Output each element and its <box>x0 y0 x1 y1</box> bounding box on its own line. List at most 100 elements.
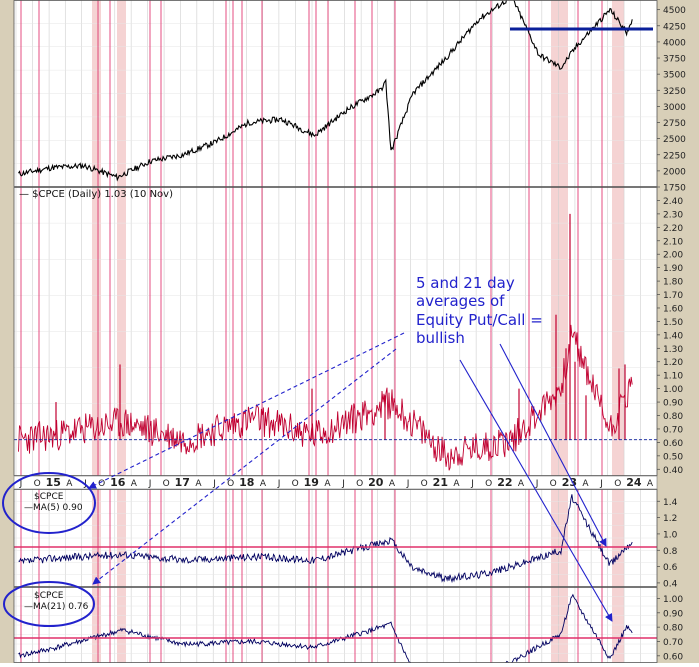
annotation-arrow <box>88 332 405 489</box>
x-tick-label: 24 <box>626 476 642 489</box>
y-tick-label: 0.90 <box>663 399 683 409</box>
x-tick-label: J <box>470 479 474 489</box>
x-tick-label: A <box>195 479 202 489</box>
y-tick-label: 1.0 <box>663 530 678 540</box>
y-tick-label: 2.30 <box>663 210 683 220</box>
ma5-label-value: —MA(5) 0.90 <box>24 503 83 513</box>
x-tick-label: A <box>453 479 460 489</box>
y-tick-label: 3750 <box>663 55 686 65</box>
x-tick-label: O <box>34 479 41 489</box>
cpce-title: — $CPCE (Daily) 1.03 (10 Nov) <box>19 189 173 200</box>
y-tick-label: 2.40 <box>663 197 683 207</box>
x-tick-label: J <box>599 479 603 489</box>
series-line-price <box>18 0 633 182</box>
ma5-highlight-ellipse <box>2 472 96 534</box>
annotation-text: 5 and 21 day <box>416 274 515 292</box>
y-tick-label: 2.00 <box>663 251 683 261</box>
x-tick-label: O <box>614 479 621 489</box>
y-tick-label: 2250 <box>663 151 686 161</box>
x-tick-label: J <box>277 479 281 489</box>
y-tick-label: 0.80 <box>663 624 683 634</box>
x-tick-label: A <box>66 479 73 489</box>
x-tick-label: A <box>324 479 331 489</box>
y-tick-label: 1.60 <box>663 304 683 314</box>
annotation-text: averages of <box>416 292 505 310</box>
x-tick-label: 16 <box>110 476 126 489</box>
y-tick-label: 2.20 <box>663 224 683 234</box>
y-tick-label: 0.50 <box>663 452 683 462</box>
x-tick-label: O <box>227 479 234 489</box>
y-tick-label: 2000 <box>663 167 686 177</box>
x-tick-label: O <box>421 479 428 489</box>
x-tick-label: 22 <box>497 476 512 489</box>
y-tick-label: 0.60 <box>663 439 683 449</box>
y-tick-label: 1.80 <box>663 278 683 288</box>
x-tick-label: 21 <box>433 476 448 489</box>
x-tick-label: O <box>356 479 363 489</box>
y-tick-label: 0.6 <box>663 563 678 573</box>
x-tick-label: J <box>406 479 410 489</box>
y-tick-label: 1.2 <box>663 514 677 524</box>
y-tick-label: 0.40 <box>663 466 683 476</box>
y-tick-label: 1.90 <box>663 264 683 274</box>
y-tick-label: 1.10 <box>663 372 683 382</box>
x-tick-label: 20 <box>368 476 384 489</box>
y-tick-label: 3500 <box>663 71 686 81</box>
x-tick-label: J <box>148 479 152 489</box>
y-tick-label: 2750 <box>663 119 686 129</box>
x-tick-label: 15 <box>46 476 61 489</box>
annotation-text: bullish <box>416 329 465 347</box>
x-tick-label: A <box>260 479 267 489</box>
y-tick-label: 1750 <box>663 184 686 194</box>
y-tick-label: 0.70 <box>663 425 683 435</box>
y-tick-label: 1.4 <box>663 498 678 508</box>
y-tick-label: 0.90 <box>663 609 683 619</box>
y-tick-label: 4500 <box>663 6 686 16</box>
x-tick-label: O <box>163 479 170 489</box>
series-line-ma5 <box>18 494 633 584</box>
x-tick-label: A <box>131 479 138 489</box>
y-tick-label: 1.70 <box>663 291 683 301</box>
y-tick-label: 0.80 <box>663 412 683 422</box>
ma21-label-value: —MA(21) 0.76 <box>24 602 89 612</box>
x-tick-label: 17 <box>175 476 190 489</box>
x-tick-label: A <box>389 479 396 489</box>
y-tick-label: 1.40 <box>663 331 683 341</box>
ma21-highlight-ellipse <box>3 581 95 627</box>
y-tick-label: 1.20 <box>663 358 683 368</box>
x-tick-label: O <box>485 479 492 489</box>
x-tick-label: O <box>292 479 299 489</box>
y-tick-label: 4000 <box>663 38 686 48</box>
y-tick-label: 0.70 <box>663 638 683 648</box>
y-tick-label: 0.8 <box>663 547 678 557</box>
y-tick-label: 4250 <box>663 22 686 32</box>
annotation-arrow <box>499 343 607 547</box>
y-tick-label: 3000 <box>663 103 686 113</box>
panel-frame <box>13 0 658 187</box>
panel-frame <box>13 489 658 587</box>
x-tick-label: A <box>582 479 589 489</box>
x-tick-label: O <box>98 479 105 489</box>
y-tick-label: 1.30 <box>663 345 683 355</box>
x-tick-label: A <box>518 479 525 489</box>
series-line-ma21 <box>18 593 633 663</box>
annotation-text: Equity Put/Call = <box>416 311 543 329</box>
y-tick-label: 0.60 <box>663 652 683 662</box>
y-tick-label: 3250 <box>663 87 686 97</box>
y-tick-label: 1.00 <box>663 385 683 395</box>
x-tick-label: J <box>341 479 345 489</box>
annotation-arrow <box>92 348 397 585</box>
y-tick-label: 2.10 <box>663 237 683 247</box>
x-tick-label: J <box>212 479 216 489</box>
x-tick-label: A <box>647 479 654 489</box>
y-tick-label: 1.00 <box>663 595 683 605</box>
y-tick-label: 0.4 <box>663 579 678 589</box>
y-tick-label: 1.50 <box>663 318 683 328</box>
x-tick-label: O <box>550 479 557 489</box>
x-tick-label: 18 <box>239 476 254 489</box>
x-tick-label: 23 <box>562 476 577 489</box>
x-tick-label: J <box>19 479 23 489</box>
y-tick-label: 2500 <box>663 135 686 145</box>
ma5-label-symbol: $CPCE <box>34 492 64 502</box>
